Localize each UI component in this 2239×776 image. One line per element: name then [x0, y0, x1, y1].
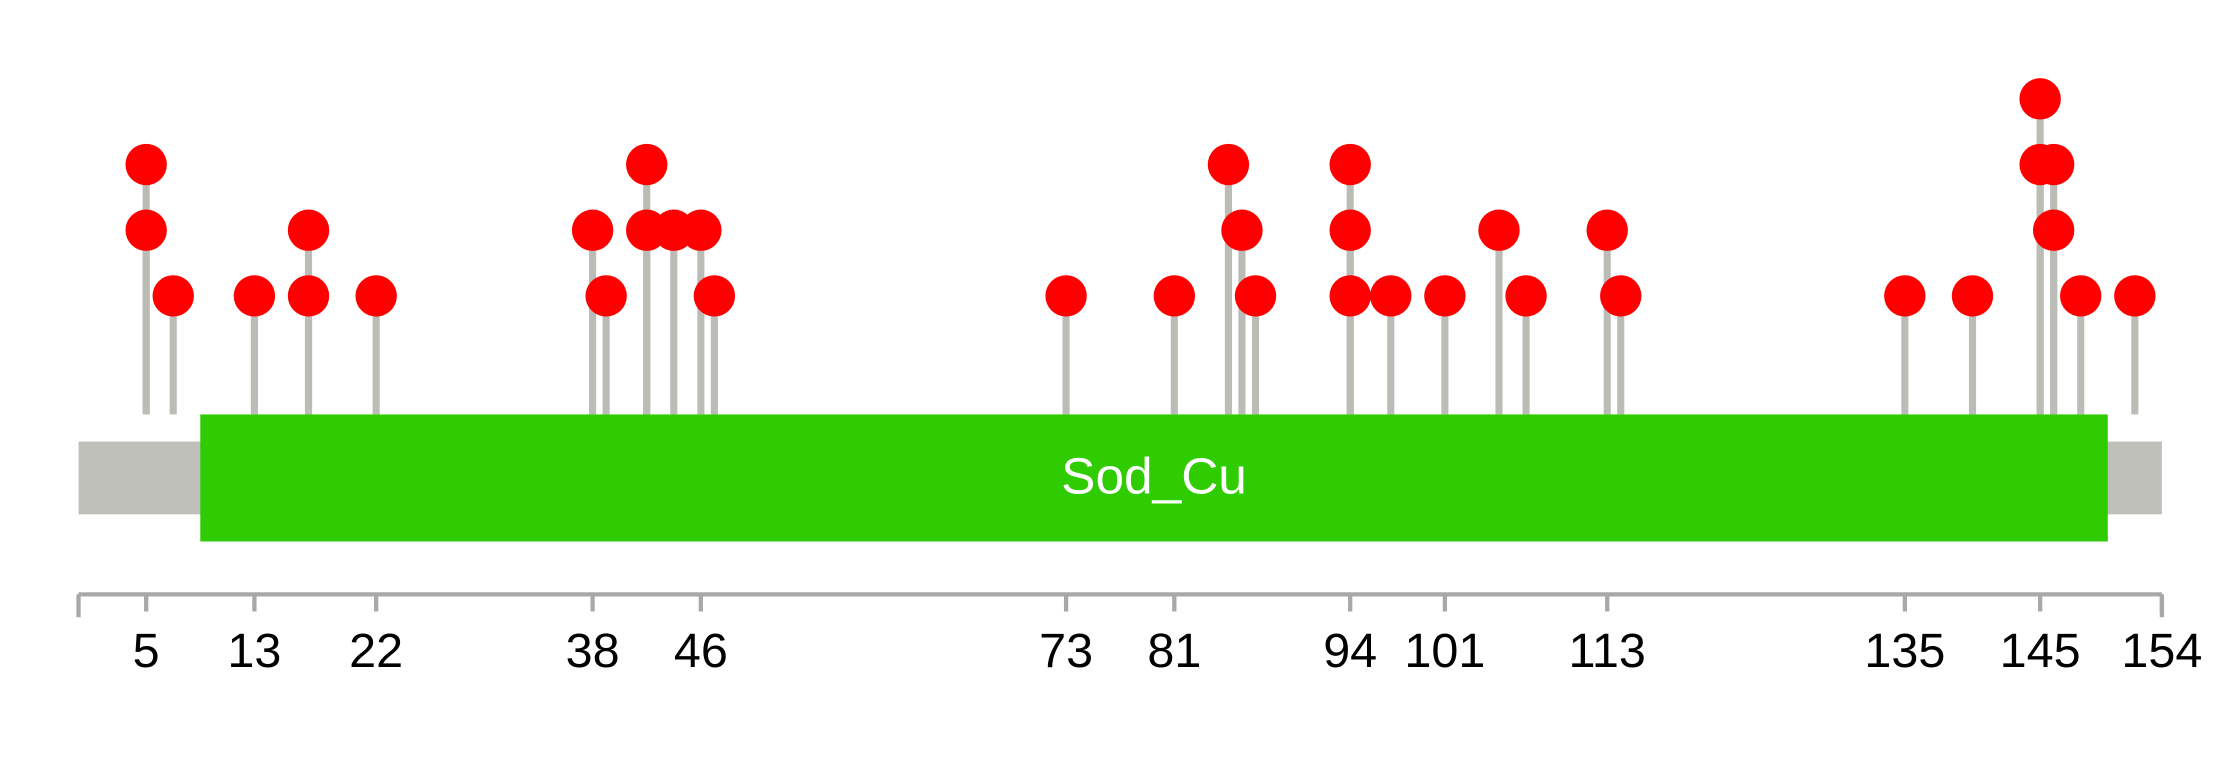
- mutation-dot: [1370, 275, 1412, 317]
- mutation-dot: [125, 209, 167, 251]
- domain-label: Sod_Cu: [1061, 447, 1247, 505]
- mutation-dot: [1505, 275, 1547, 317]
- mutation-dot: [1478, 209, 1520, 251]
- mutation-dot: [287, 209, 330, 251]
- mutation-dot: [125, 143, 167, 186]
- x-tick-label: 5: [133, 624, 160, 678]
- mutation-dot: [1329, 143, 1371, 186]
- mutation-dot: [626, 143, 668, 186]
- mutation-dot: [2060, 275, 2102, 317]
- x-tick-label: 46: [674, 624, 728, 678]
- x-axis: 5 13 22 38 46 73 81 94 101 113 135 145 154: [76, 592, 2202, 678]
- mutation-dot: [152, 275, 194, 317]
- protein: Sod_Cu: [78, 414, 2162, 542]
- x-tick-label: 94: [1323, 624, 1377, 678]
- mutation-dot: [2019, 78, 2061, 120]
- x-tick-label: 13: [227, 624, 281, 678]
- mutation-dot: [1329, 275, 1371, 317]
- domain: [200, 414, 2108, 542]
- x-tick-label: 135: [1864, 624, 1945, 678]
- mutation-dot: [1045, 275, 1087, 317]
- mutation-dot: [1153, 275, 1196, 317]
- mutation-dot: [693, 275, 736, 317]
- sticks: [142, 98, 2139, 415]
- mutation-dot: [2032, 143, 2075, 186]
- x-tick-label: 113: [1569, 624, 1646, 678]
- x-tick-label: 101: [1404, 624, 1485, 678]
- x-tick-label: 154: [2121, 624, 2202, 678]
- mutation-dot: [1221, 209, 1263, 251]
- mutation-dot: [2032, 209, 2075, 251]
- mutation-dot: [233, 275, 276, 317]
- dots: [125, 78, 2156, 317]
- mutation-dot: [1234, 275, 1277, 317]
- x-tick-label: 145: [2000, 624, 2081, 678]
- mutation-dot: [1884, 275, 1926, 317]
- mutation-dot: [287, 275, 330, 317]
- x-tick-label: 81: [1147, 624, 1201, 678]
- mutation-dot: [355, 275, 397, 317]
- mutation-dot: [1586, 209, 1628, 251]
- mutation-dot: [680, 209, 722, 251]
- mutation-dot: [1424, 275, 1466, 317]
- x-tick-label: 73: [1039, 624, 1093, 678]
- mutation-dot: [1600, 275, 1642, 317]
- mutation-dot: [585, 275, 627, 317]
- mutation-dot: [2114, 275, 2156, 317]
- mutation-dot: [571, 209, 614, 251]
- mutation-dot: [1207, 143, 1250, 186]
- mutation-dot: [1951, 275, 1994, 317]
- x-tick-label: 38: [566, 624, 620, 678]
- x-tick-label: 22: [349, 624, 403, 678]
- mutation-dot: [1329, 209, 1371, 251]
